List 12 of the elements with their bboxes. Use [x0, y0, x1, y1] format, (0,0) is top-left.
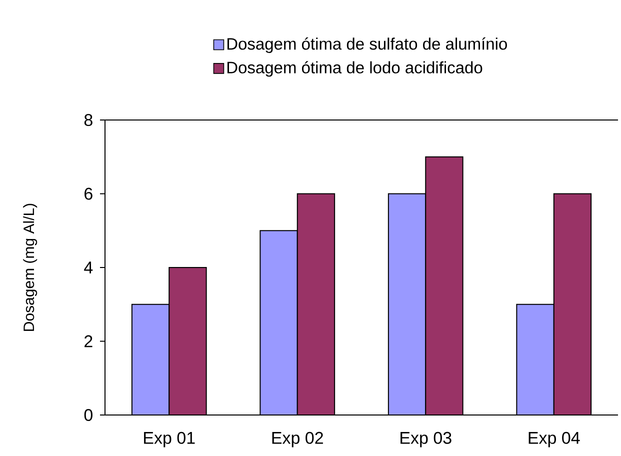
- y-axis-title: Dosagem (mg Al/L): [23, 204, 38, 331]
- x-tick-label: Exp 02: [272, 432, 323, 448]
- legend-label: Dosagem ótima de lodo acidificado: [227, 61, 482, 77]
- x-tick-label: Exp 04: [528, 432, 580, 448]
- y-tick-label: 4: [84, 262, 93, 274]
- y-tick-label: 6: [84, 188, 92, 200]
- y-tick-label: 0: [84, 408, 92, 422]
- y-tick-label: 8: [84, 114, 92, 126]
- y-tick-label: 2: [84, 335, 92, 348]
- x-tick-label: Exp 01: [144, 432, 195, 448]
- x-tick-label: Exp 03: [400, 432, 452, 448]
- legend-label: Dosagem ótima de sulfato de alumínio: [227, 37, 507, 53]
